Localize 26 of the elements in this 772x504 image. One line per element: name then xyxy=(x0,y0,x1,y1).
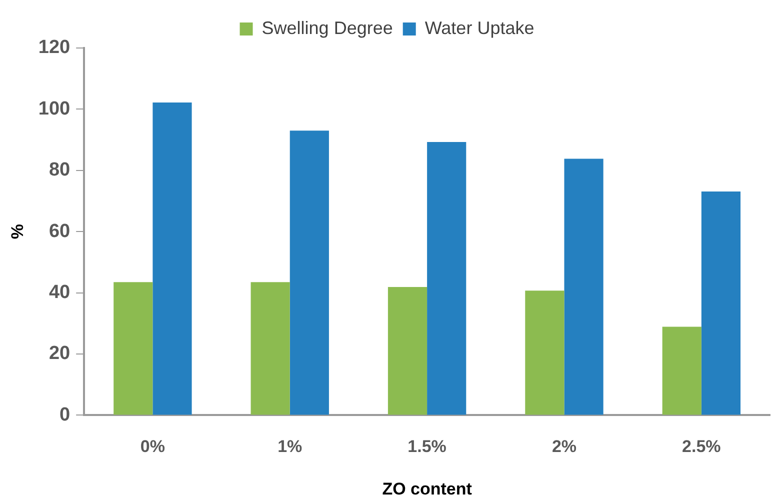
legend-label: Swelling Degree xyxy=(262,18,393,38)
bar xyxy=(525,290,564,415)
x-tick-label: 0% xyxy=(140,437,165,456)
x-tick-label: 1.5% xyxy=(408,437,446,456)
y-tick-label: 0 xyxy=(60,404,70,426)
x-tick-label: 2% xyxy=(552,437,577,456)
legend-label: Water Uptake xyxy=(424,18,534,38)
bar xyxy=(114,282,153,415)
y-tick-label: 100 xyxy=(38,98,70,120)
bar xyxy=(250,282,290,415)
x-tick-label: 1% xyxy=(278,437,302,456)
y-tick-label: 80 xyxy=(48,160,70,181)
x-tick-label: 2.5% xyxy=(682,437,721,456)
bar xyxy=(662,326,702,415)
y-tick-label: 40 xyxy=(48,282,70,304)
y-tick-label: 20 xyxy=(48,343,70,364)
bar xyxy=(701,192,741,415)
bar xyxy=(388,286,428,415)
bar xyxy=(564,158,604,415)
bar xyxy=(152,102,192,415)
y-tick-label: 60 xyxy=(48,220,70,242)
y-axis-title: % xyxy=(8,224,27,240)
x-axis-title: ZO content xyxy=(382,479,472,498)
bar xyxy=(427,142,466,415)
y-tick-label: 120 xyxy=(38,37,70,58)
bar xyxy=(290,130,329,415)
